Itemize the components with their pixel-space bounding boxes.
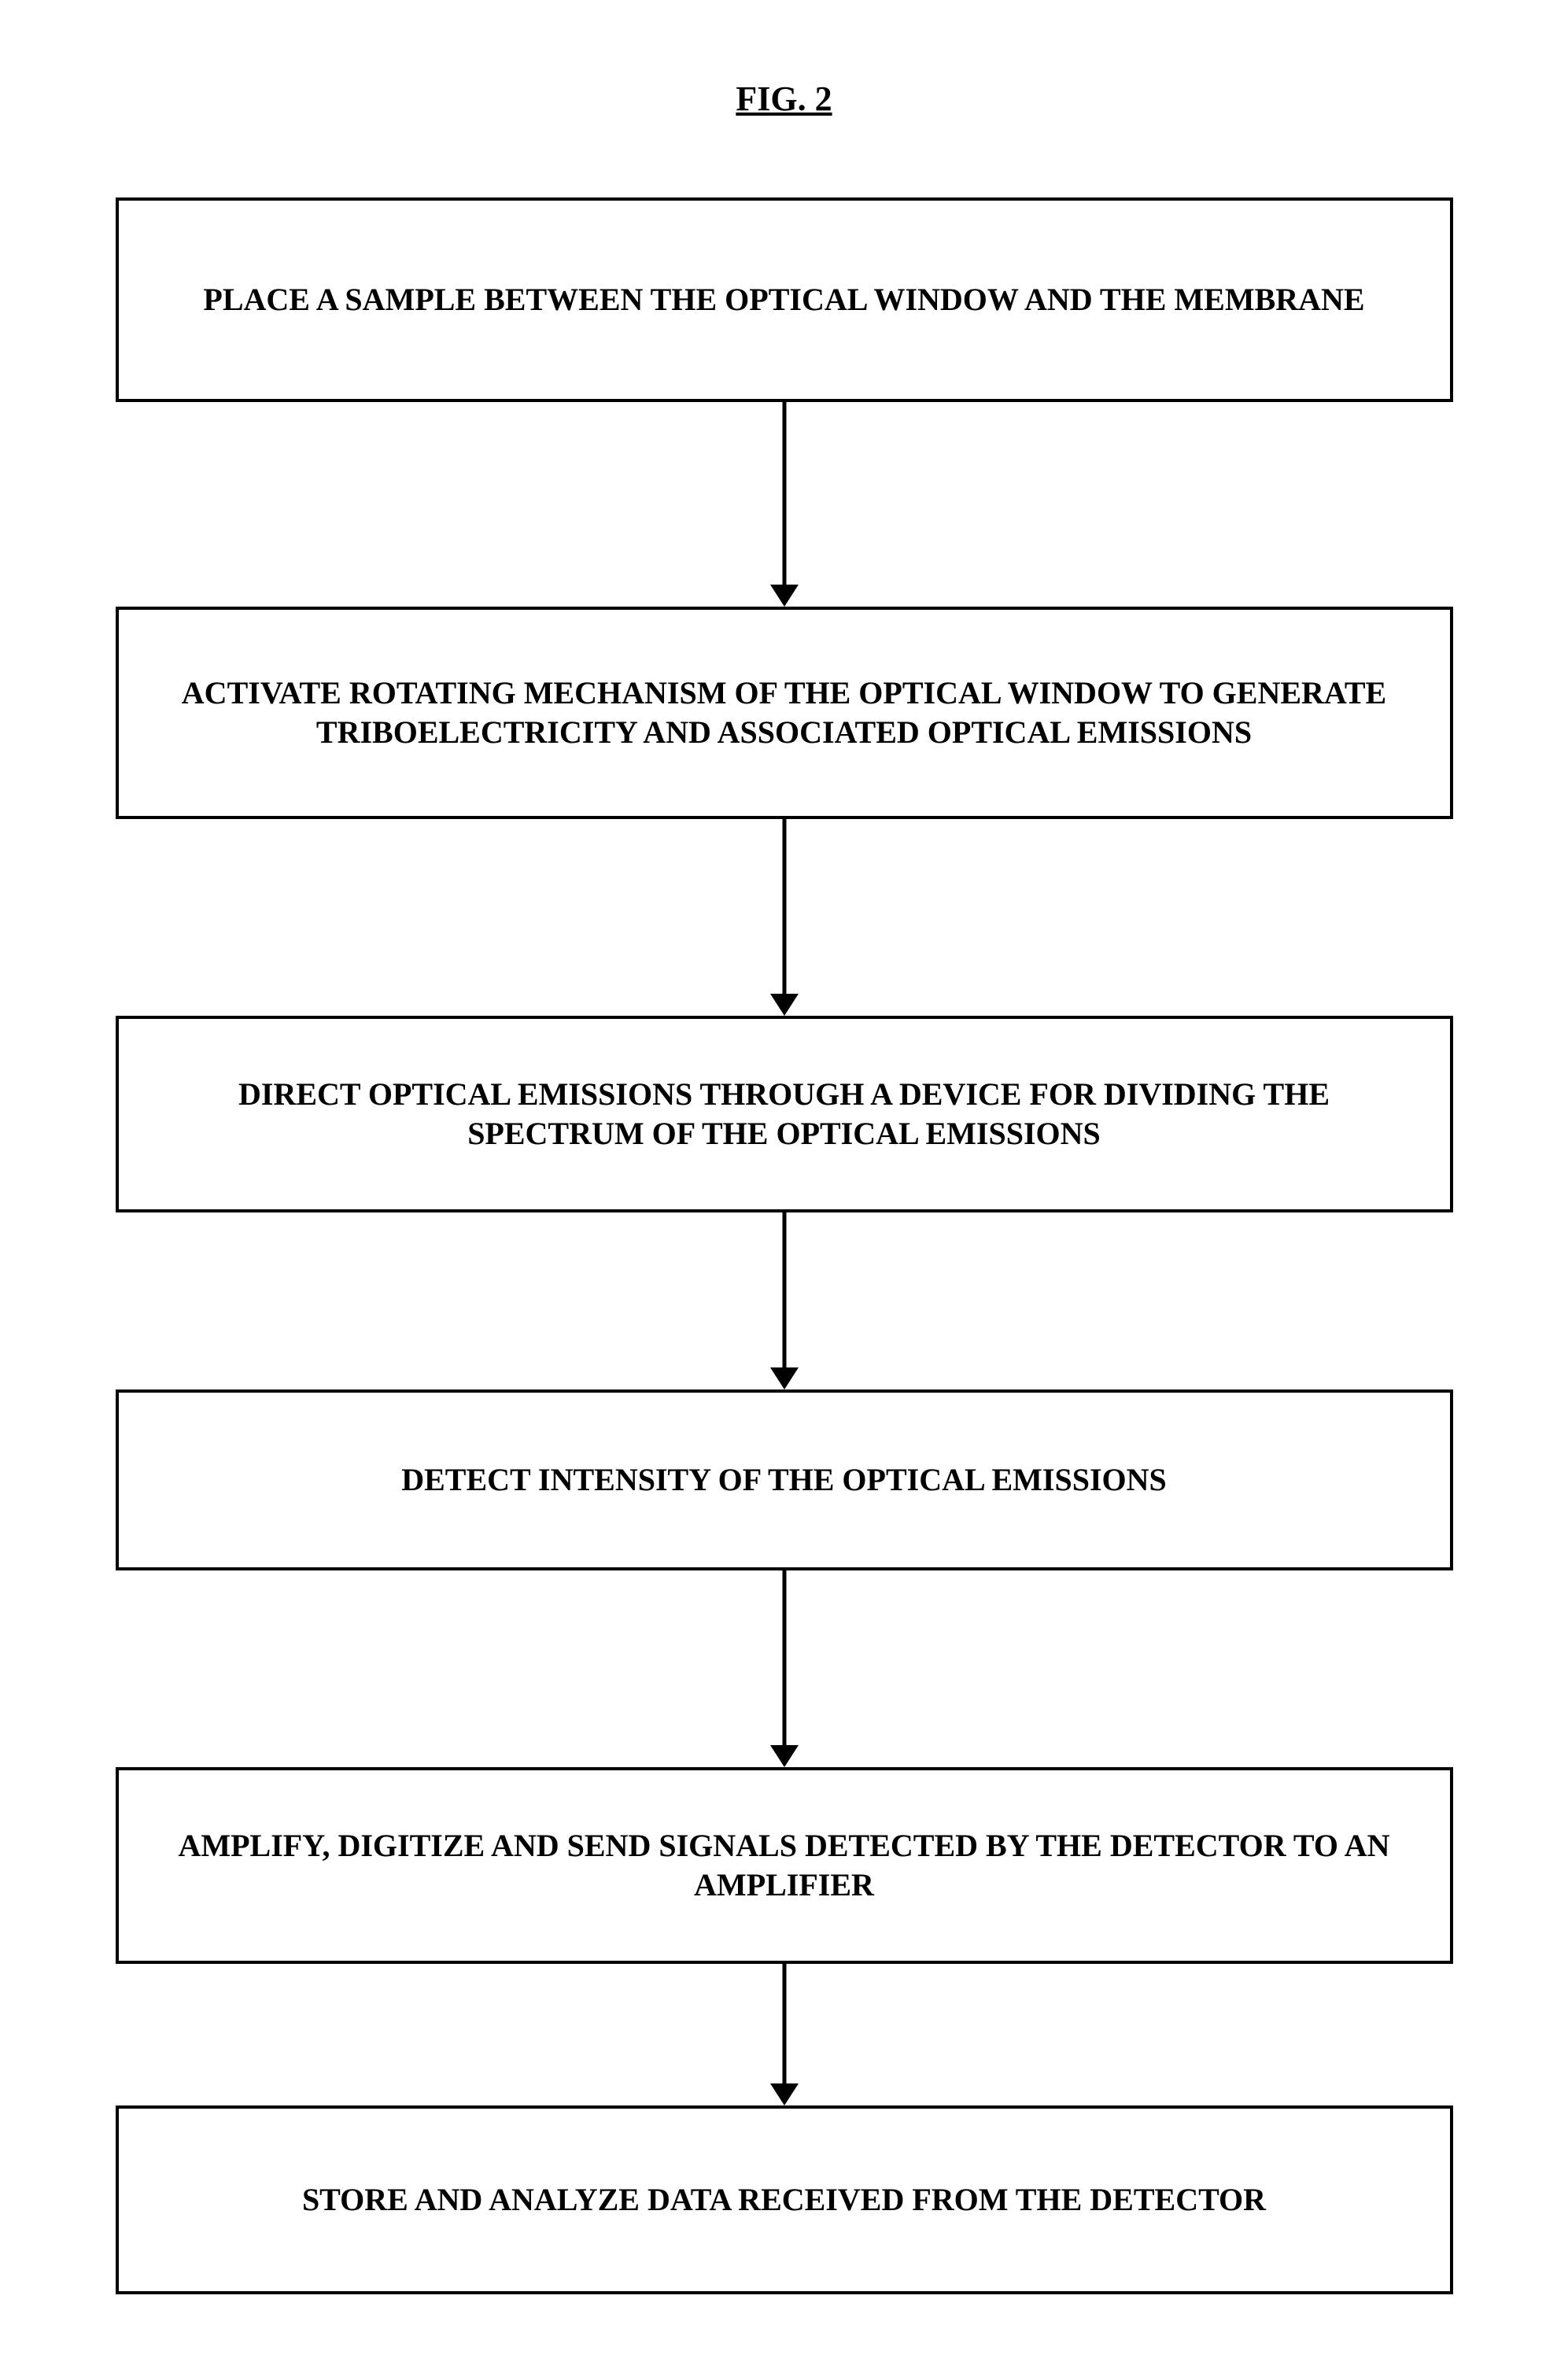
flow-step-1: PLACE A SAMPLE BETWEEN THE OPTICAL WINDO… bbox=[116, 197, 1453, 402]
arrow-down-icon bbox=[769, 819, 800, 1016]
flow-arrow-3 bbox=[769, 1212, 800, 1389]
arrow-down-icon bbox=[769, 1964, 800, 2105]
flow-arrow-4 bbox=[769, 1570, 800, 1767]
flow-step-5: AMPLIFY, DIGITIZE AND SEND SIGNALS DETEC… bbox=[116, 1767, 1453, 1964]
arrow-down-icon bbox=[769, 402, 800, 607]
arrow-down-icon bbox=[769, 1212, 800, 1389]
flowchart-container: PLACE A SAMPLE BETWEEN THE OPTICAL WINDO… bbox=[110, 197, 1458, 2294]
flow-step-2: ACTIVATE ROTATING MECHANISM OF THE OPTIC… bbox=[116, 607, 1453, 819]
figure-title: FIG. 2 bbox=[110, 79, 1458, 119]
flow-step-3: DIRECT OPTICAL EMISSIONS THROUGH A DEVIC… bbox=[116, 1016, 1453, 1212]
flow-step-4: DETECT INTENSITY OF THE OPTICAL EMISSION… bbox=[116, 1389, 1453, 1570]
flow-arrow-1 bbox=[769, 402, 800, 607]
flow-arrow-5 bbox=[769, 1964, 800, 2105]
flow-step-6: STORE AND ANALYZE DATA RECEIVED FROM THE… bbox=[116, 2105, 1453, 2294]
arrow-down-icon bbox=[769, 1570, 800, 1767]
flow-arrow-2 bbox=[769, 819, 800, 1016]
